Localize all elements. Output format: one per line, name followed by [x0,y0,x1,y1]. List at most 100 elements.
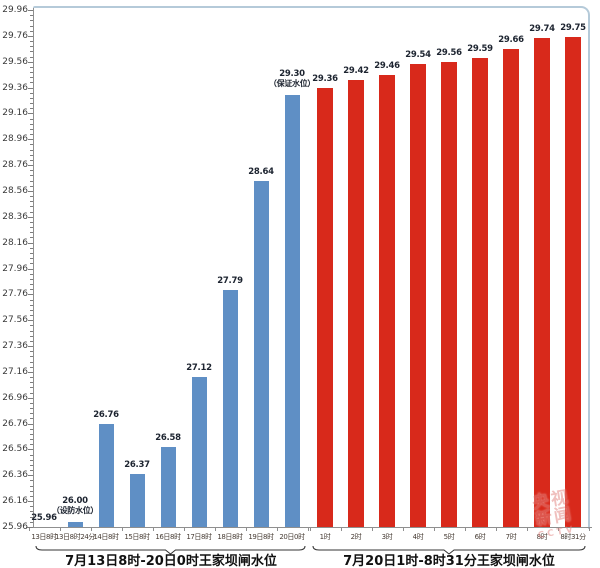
y-major-tick [28,165,33,167]
bar-value-label: 29.59 [467,44,493,54]
y-minor-tick [30,252,33,254]
y-minor-tick [30,180,33,182]
y-major-tick [28,320,33,322]
x-category-label: 5时 [443,533,455,541]
y-tick-label: 26.16 [2,496,28,507]
x-boundary-tick [276,528,278,531]
bar-value-label: 29.74 [529,24,555,34]
x-boundary-tick [214,528,216,531]
y-minor-tick [30,92,33,94]
y-minor-tick [30,459,33,461]
blue-bar [253,181,269,527]
x-boundary-tick [245,528,247,531]
blue-bar [222,290,238,527]
y-major-tick [28,449,33,451]
y-major-tick [28,501,33,503]
x-category-label: 3时 [381,533,393,541]
y-tick-label: 28.76 [2,160,28,171]
y-tick-label: 26.96 [2,392,28,403]
y-major-tick [28,139,33,141]
y-tick-label: 28.56 [2,185,28,196]
y-tick-label: 28.96 [2,134,28,145]
y-major-tick [28,242,33,244]
y-minor-tick [30,408,33,410]
bar-value-label: 29.30 （保证水位） [268,69,316,88]
y-major-tick [28,346,33,348]
x-boundary-tick [309,528,311,531]
y-minor-tick [30,118,33,120]
y-minor-tick [30,154,33,156]
bar-value-label: 29.36 [312,74,338,84]
y-minor-tick [30,480,33,482]
bar-value-label: 29.54 [405,50,431,60]
y-minor-tick [30,325,33,327]
bar-value-label: 25.96 [31,513,57,523]
x-boundary-tick [402,528,404,531]
y-minor-tick [30,377,33,379]
y-minor-tick [30,128,33,130]
y-major-tick [28,190,33,192]
blue-bar [98,424,114,527]
y-minor-tick [30,433,33,435]
y-minor-tick [30,123,33,125]
y-tick-label: 28.36 [2,211,28,222]
y-minor-tick [30,439,33,441]
bar-value-label: 26.00 （设防水位） [51,496,99,515]
y-minor-tick [30,82,33,84]
y-minor-tick [30,464,33,466]
x-boundary-tick [307,528,309,531]
red-bar [379,75,395,527]
y-minor-tick [30,108,33,110]
y-major-tick [28,87,33,89]
y-minor-tick [30,211,33,213]
bar-value-label: 29.66 [498,35,524,45]
red-bar [534,38,550,527]
y-minor-tick [30,51,33,53]
x-category-label: 2时 [350,533,362,541]
x-category-label: 13日8时24分 [54,533,96,541]
y-minor-tick [30,299,33,301]
y-minor-tick [30,309,33,311]
y-minor-tick [30,175,33,177]
y-minor-tick [30,485,33,487]
y-minor-tick [30,351,33,353]
y-minor-tick [30,66,33,68]
y-minor-tick [30,444,33,446]
y-minor-tick [30,170,33,172]
y-minor-tick [30,221,33,223]
x-category-label: 16日8时 [155,533,181,541]
group-label-blue: 7月13日8时-20日0时王家坝闸水位 [65,554,277,568]
y-minor-tick [30,356,33,358]
y-tick-label: 27.76 [2,289,28,300]
y-minor-tick [30,258,33,260]
y-minor-tick [30,30,33,32]
x-axis-line [26,527,592,528]
plot-area-border [33,6,590,529]
y-minor-tick [30,413,33,415]
x-boundary-tick [152,528,154,531]
y-tick-label: 26.36 [2,470,28,481]
y-minor-tick [30,263,33,265]
x-boundary-tick [588,528,590,531]
x-boundary-tick [183,528,185,531]
y-major-tick [28,397,33,399]
x-category-label: 20日0时 [279,533,305,541]
y-minor-tick [30,418,33,420]
red-bar [441,62,457,527]
y-tick-label: 27.36 [2,341,28,352]
y-tick-label: 29.16 [2,108,28,119]
y-minor-tick [30,511,33,513]
y-major-tick [28,10,33,11]
bar-value-label: 28.64 [248,167,274,177]
red-bar [410,64,426,527]
bar-value-label: 27.79 [217,276,243,286]
x-category-label: 8时31分 [560,533,586,541]
y-minor-tick [30,428,33,430]
y-tick-label: 26.56 [2,444,28,455]
y-major-tick [28,423,33,425]
y-minor-tick [30,227,33,229]
y-minor-tick [30,392,33,394]
y-minor-tick [30,56,33,58]
y-minor-tick [30,273,33,275]
